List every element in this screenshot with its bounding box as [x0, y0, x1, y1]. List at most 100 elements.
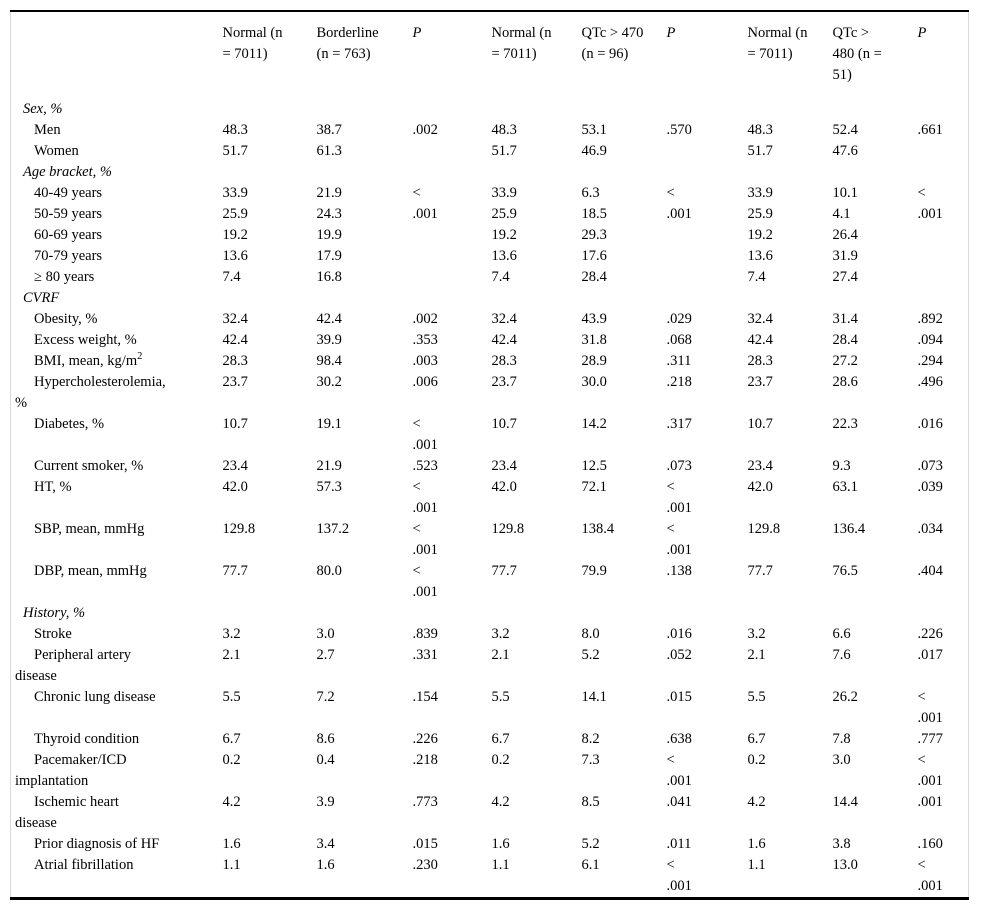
p-value-cell: .006 [412, 374, 438, 390]
row-label: Obesity, % [34, 311, 98, 327]
value-cell: 42.4 [222, 332, 248, 348]
value-cell: 27.4 [832, 269, 858, 285]
section-header: Sex, % [23, 101, 63, 117]
p-value-cell: .226 [917, 626, 943, 642]
value-cell: 72.1 [581, 479, 607, 495]
value-cell: 52.4 [832, 122, 858, 138]
p-value-cell: .073 [666, 458, 692, 474]
p-value-cell: .039 [917, 479, 943, 495]
value-cell: 25.9 [222, 206, 248, 222]
value-cell: 46.9 [581, 143, 607, 159]
p-value-cell: .311 [666, 353, 692, 369]
section-header: History, % [23, 605, 86, 621]
table-row: BMI, mean, kg/m2 28.3 98.4.003 28.3 28.9.311… [11, 351, 969, 372]
row-label-cell: 40-49 years [11, 183, 219, 204]
value-cell: 39.9 [316, 332, 342, 348]
value-cell: 1.6 [222, 836, 241, 852]
table-row: Thyroid condition 6.7 8.6 .226 6.7 8.2 .638 6.7… [11, 729, 969, 750]
value-cell: 28.4 [581, 269, 607, 285]
value-cell: 28.6 [832, 374, 858, 390]
value-cell: 42.4 [316, 311, 342, 327]
value-cell: 4.2 [747, 794, 766, 810]
value-cell: 2.1 [747, 647, 766, 663]
table-row: Women 51.7 61.3 51.7 46.9 51.7 47.6 [11, 141, 969, 162]
row-label-cell: Hypercholesterolemia, % [11, 372, 219, 414]
value-cell: 28.9 [581, 353, 607, 369]
value-cell: 8.6 [316, 731, 335, 747]
p-value-cell: .003 [412, 353, 438, 369]
p-value-cell: < .001 [666, 185, 692, 222]
value-cell: 6.7 [747, 731, 766, 747]
p-value-cell: .892 [917, 311, 943, 327]
value-cell: 32.4 [491, 311, 517, 327]
value-cell: 3.2 [222, 626, 241, 642]
table-row: ≥ 80 years 7.4 16.8 7.4 28.4 7.4 27.4 [11, 267, 969, 288]
row-label-cell: 60-69 years [11, 225, 219, 246]
value-cell: 7.4 [491, 269, 510, 285]
value-cell: 33.9 [747, 185, 773, 201]
value-cell: 136.4 [832, 521, 866, 537]
value-cell: 3.9 [316, 794, 335, 810]
section-header-row: History, % [11, 603, 969, 624]
value-cell: 23.7 [747, 374, 773, 390]
value-cell: 1.6 [491, 836, 510, 852]
value-cell: 1.1 [747, 857, 766, 873]
value-cell: 10.7 [747, 416, 773, 432]
value-cell: 19.9 [316, 227, 342, 243]
value-cell: 25.9 [491, 206, 517, 222]
value-cell: 23.4 [491, 458, 517, 474]
value-cell: 80.0 [316, 563, 342, 579]
value-cell: 23.7 [491, 374, 517, 390]
value-cell: 7.2 [316, 689, 335, 705]
p-value-cell: .773 [412, 794, 438, 810]
value-cell: 19.2 [222, 227, 248, 243]
value-cell: 4.1 [832, 206, 851, 222]
p-value-cell: .226 [412, 731, 438, 747]
p-value-cell: .068 [666, 332, 692, 348]
value-cell: 0.2 [747, 752, 766, 768]
row-label-cell: 50-59 years [11, 204, 219, 225]
row-label: 50-59 years [34, 206, 103, 222]
table-row: Excess weight, % 42.4 39.9 .353 42.4 31.8 .068… [11, 330, 969, 351]
value-cell: 7.4 [222, 269, 241, 285]
value-cell: 43.9 [581, 311, 607, 327]
value-cell: 42.0 [491, 479, 517, 495]
value-cell: 3.8 [832, 836, 851, 852]
row-label: Chronic lung disease [34, 689, 156, 705]
value-cell: 129.8 [222, 521, 256, 537]
value-cell: 5.5 [747, 689, 766, 705]
value-cell: 24.3 [316, 206, 342, 222]
value-cell: 8.5 [581, 794, 600, 810]
row-label-cell: Thyroid condition [11, 729, 219, 750]
value-cell: 3.2 [747, 626, 766, 642]
value-cell: 3.2 [491, 626, 510, 642]
value-cell: 16.8 [316, 269, 342, 285]
row-label: DBP, mean, mmHg [34, 563, 147, 579]
value-cell: 53.1 [581, 122, 607, 138]
table-row: DBP, mean, mmHg 77.7 80.0 < .001 77.7 79.9 .13… [11, 561, 969, 603]
value-cell: 14.4 [832, 794, 858, 810]
value-cell: 6.6 [832, 626, 851, 642]
value-cell: 129.8 [491, 521, 525, 537]
row-label-cell: Excess weight, % [11, 330, 219, 351]
value-cell: 28.3 [222, 353, 248, 369]
p-value-cell: .016 [666, 626, 692, 642]
p-value-cell: .001 [917, 794, 943, 810]
value-cell: 129.8 [747, 521, 781, 537]
row-label: 70-79 years [34, 248, 103, 264]
row-label-cell: Peripheral artery disease [11, 645, 219, 687]
p-value-cell: < .001 [917, 752, 943, 789]
value-cell: 42.4 [491, 332, 517, 348]
p-value-cell: .496 [917, 374, 943, 390]
row-label-cell: Obesity, % [11, 309, 219, 330]
row-label-cell: Stroke [11, 624, 219, 645]
row-label: Stroke [34, 626, 72, 642]
value-cell: 48.3 [747, 122, 773, 138]
row-label-cell: 70-79 years [11, 246, 219, 267]
row-label: Excess weight, % [34, 332, 137, 348]
value-cell: 28.4 [832, 332, 858, 348]
row-label: ≥ 80 years [34, 269, 95, 285]
value-cell: 25.9 [747, 206, 773, 222]
value-cell: 5.5 [222, 689, 241, 705]
